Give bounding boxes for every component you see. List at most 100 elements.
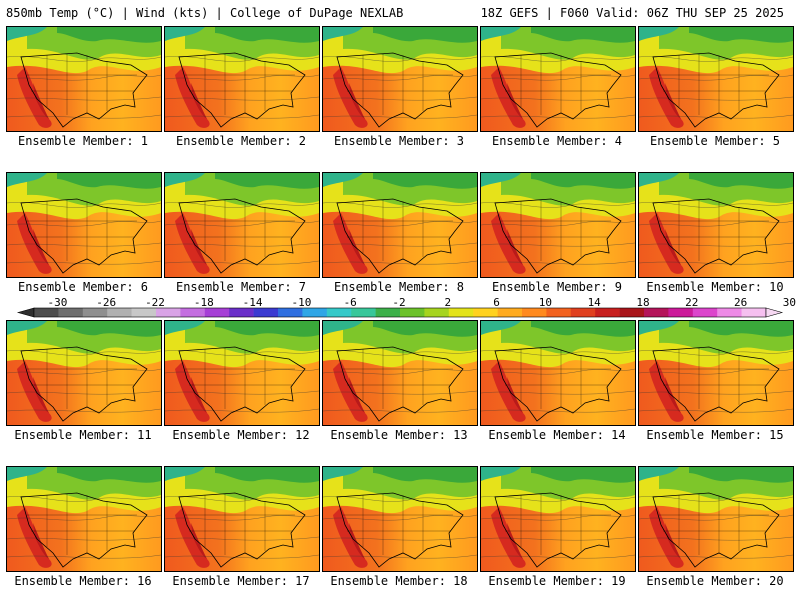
ensemble-member-label: Ensemble Member: 15 bbox=[646, 428, 784, 442]
ensemble-member-map bbox=[164, 172, 320, 278]
colorbar-swatch bbox=[253, 308, 279, 317]
colorbar-max-arrow bbox=[765, 307, 784, 318]
colorbar-swatch bbox=[180, 308, 206, 317]
ensemble-member-label: Ensemble Member: 4 bbox=[491, 134, 623, 148]
temperature-map-svg bbox=[481, 321, 635, 425]
temperature-map-svg bbox=[165, 173, 319, 277]
temperature-map-svg bbox=[323, 173, 477, 277]
ensemble-member-label: Ensemble Member: 1 bbox=[17, 134, 149, 148]
colorbar-tick-label: 18 bbox=[636, 296, 649, 309]
colorbar-tick-label: 6 bbox=[493, 296, 500, 309]
temperature-colorbar: -30-26-22-18-14-10-6-2261014182226303438… bbox=[16, 296, 796, 318]
ensemble-member-map bbox=[480, 172, 636, 278]
ensemble-member-map bbox=[6, 26, 162, 132]
ensemble-member-label: Ensemble Member: 19 bbox=[488, 574, 626, 588]
ensemble-member-map bbox=[480, 26, 636, 132]
ensemble-member-map bbox=[322, 320, 478, 426]
ensemble-member-map bbox=[6, 466, 162, 572]
colorbar-swatch bbox=[400, 308, 425, 317]
colorbar-swatch bbox=[522, 308, 547, 317]
ensemble-member-label: Ensemble Member: 9 bbox=[491, 280, 623, 294]
temperature-map-svg bbox=[7, 467, 161, 571]
ensemble-member-label: Ensemble Member: 5 bbox=[649, 134, 781, 148]
ensemble-member-label: Ensemble Member: 7 bbox=[175, 280, 307, 294]
colorbar-swatch bbox=[131, 308, 157, 317]
ensemble-member-label: Ensemble Member: 8 bbox=[333, 280, 465, 294]
run-valid-time: 18Z GEFS | F060 Valid: 06Z THU SEP 25 20… bbox=[480, 6, 784, 20]
colorbar-swatch bbox=[546, 308, 572, 317]
colorbar-swatch bbox=[424, 308, 450, 317]
colorbar-swatch bbox=[107, 308, 132, 317]
temperature-map-svg bbox=[481, 467, 635, 571]
colorbar-tick-label: -14 bbox=[243, 296, 263, 309]
colorbar-min-arrow bbox=[16, 307, 35, 318]
colorbar-swatch bbox=[326, 308, 352, 317]
colorbar-swatch bbox=[497, 308, 523, 317]
ensemble-member-map bbox=[322, 26, 478, 132]
temperature-map-svg bbox=[639, 27, 793, 131]
ensemble-member-label: Ensemble Member: 2 bbox=[175, 134, 307, 148]
colorbar-swatch bbox=[58, 308, 84, 317]
colorbar-swatch bbox=[595, 308, 620, 317]
ensemble-member-map bbox=[6, 320, 162, 426]
ensemble-member-label: Ensemble Member: 20 bbox=[646, 574, 784, 588]
colorbar-swatch bbox=[668, 308, 694, 317]
ensemble-member-map bbox=[638, 466, 794, 572]
ensemble-member-label: Ensemble Member: 3 bbox=[333, 134, 465, 148]
colorbar-tick-label: -18 bbox=[194, 296, 214, 309]
ensemble-member-map bbox=[480, 466, 636, 572]
ensemble-member-label: Ensemble Member: 14 bbox=[488, 428, 626, 442]
ensemble-member-map bbox=[164, 320, 320, 426]
temperature-map-svg bbox=[165, 467, 319, 571]
colorbar-swatch bbox=[229, 308, 254, 317]
temperature-map-svg bbox=[323, 467, 477, 571]
colorbar-swatch bbox=[156, 308, 181, 317]
ensemble-member-label: Ensemble Member: 18 bbox=[330, 574, 468, 588]
temperature-map-svg bbox=[7, 173, 161, 277]
colorbar-tick-label: 14 bbox=[588, 296, 602, 309]
colorbar-tick-label: -6 bbox=[344, 296, 357, 309]
temperature-map-svg bbox=[7, 27, 161, 131]
colorbar-tick-label: 26 bbox=[734, 296, 747, 309]
colorbar-tick-label: 22 bbox=[685, 296, 698, 309]
ensemble-member-label: Ensemble Member: 16 bbox=[14, 574, 152, 588]
colorbar-swatch bbox=[351, 308, 376, 317]
ensemble-member-map bbox=[638, 26, 794, 132]
ensemble-member-map bbox=[164, 26, 320, 132]
colorbar-tick-label: -2 bbox=[392, 296, 405, 309]
colorbar-tick-label: 2 bbox=[444, 296, 451, 309]
colorbar-swatch bbox=[473, 308, 498, 317]
colorbar-swatch bbox=[619, 308, 645, 317]
temperature-map-svg bbox=[481, 173, 635, 277]
temperature-map-svg bbox=[323, 321, 477, 425]
colorbar-swatch bbox=[302, 308, 328, 317]
colorbar-tick-label: -30 bbox=[47, 296, 67, 309]
ensemble-member-label: Ensemble Member: 11 bbox=[14, 428, 152, 442]
ensemble-member-label: Ensemble Member: 10 bbox=[646, 280, 784, 294]
colorbar-swatch bbox=[82, 308, 108, 317]
colorbar-tick-label: -10 bbox=[291, 296, 311, 309]
temperature-map-svg bbox=[7, 321, 161, 425]
colorbar-swatch bbox=[375, 308, 401, 317]
colorbar-swatch bbox=[448, 308, 474, 317]
temperature-map-svg bbox=[639, 321, 793, 425]
ensemble-member-map bbox=[164, 466, 320, 572]
colorbar-swatch bbox=[717, 308, 742, 317]
ensemble-member-label: Ensemble Member: 12 bbox=[172, 428, 310, 442]
temperature-map-svg bbox=[481, 27, 635, 131]
ensemble-member-map bbox=[480, 320, 636, 426]
temperature-map-svg bbox=[165, 321, 319, 425]
ensemble-member-label: Ensemble Member: 13 bbox=[330, 428, 468, 442]
ensemble-member-map bbox=[6, 172, 162, 278]
colorbar-swatch bbox=[692, 308, 718, 317]
colorbar-tick-label: -22 bbox=[145, 296, 165, 309]
map-title: 850mb Temp (°C) | Wind (kts) | College o… bbox=[6, 6, 404, 20]
colorbar-swatch bbox=[741, 308, 767, 317]
colorbar-swatch bbox=[34, 308, 59, 317]
ensemble-member-label: Ensemble Member: 17 bbox=[172, 574, 310, 588]
ensemble-member-label: Ensemble Member: 6 bbox=[17, 280, 149, 294]
colorbar-tick-label: 30 bbox=[783, 296, 796, 309]
ensemble-member-map bbox=[322, 466, 478, 572]
ensemble-member-map bbox=[638, 320, 794, 426]
temperature-map-svg bbox=[165, 27, 319, 131]
